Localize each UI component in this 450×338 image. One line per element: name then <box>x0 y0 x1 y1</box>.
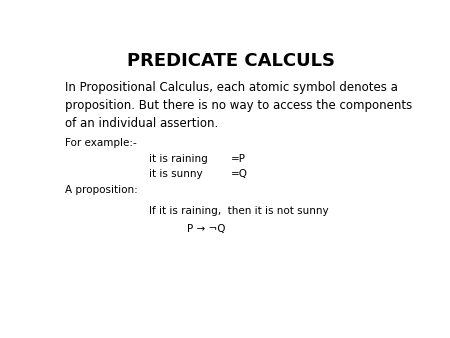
Text: P → ¬Q: P → ¬Q <box>187 224 225 234</box>
Text: For example:-: For example:- <box>65 138 137 148</box>
Text: =P: =P <box>230 154 246 164</box>
Text: A proposition:: A proposition: <box>65 185 138 195</box>
Text: =Q: =Q <box>230 169 248 179</box>
Text: PREDICATE CALCULS: PREDICATE CALCULS <box>126 52 335 70</box>
Text: If it is raining,  then it is not sunny: If it is raining, then it is not sunny <box>148 206 328 216</box>
Text: In Propositional Calculus, each atomic symbol denotes a
proposition. But there i: In Propositional Calculus, each atomic s… <box>65 81 412 130</box>
Text: it is sunny: it is sunny <box>148 169 202 179</box>
Text: it is raining: it is raining <box>148 154 207 164</box>
